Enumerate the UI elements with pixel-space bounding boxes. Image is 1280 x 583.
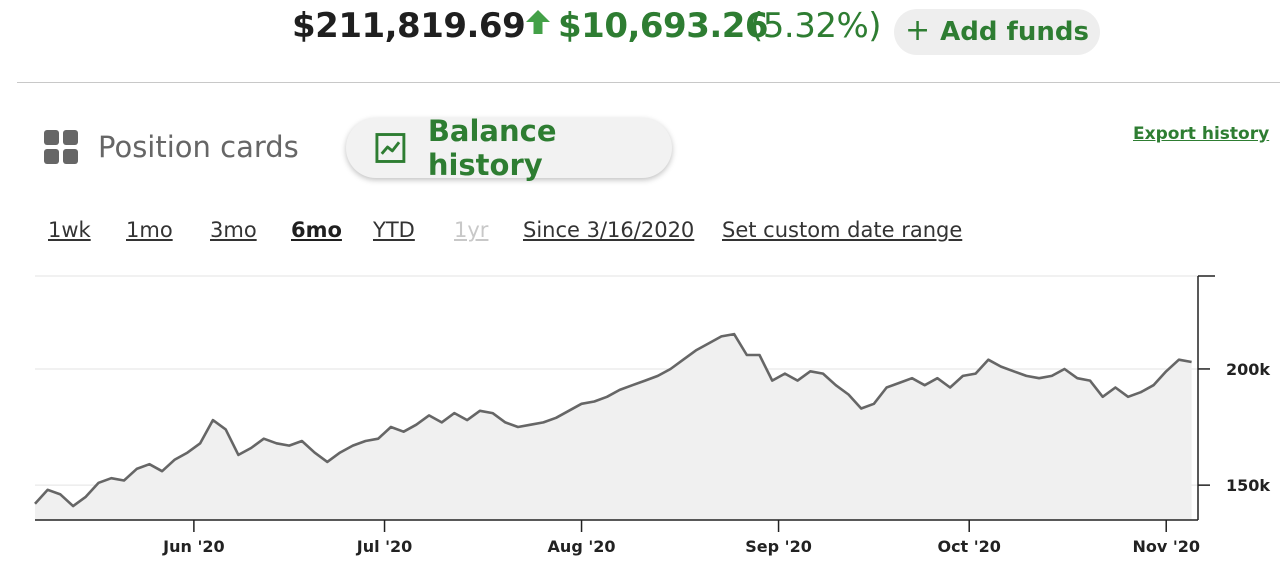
gain-amount: $10,693.26 <box>558 6 769 46</box>
range-1yr: 1yr <box>454 218 489 242</box>
arrow-up-icon <box>526 10 550 34</box>
plus-icon: + <box>905 13 931 48</box>
x-tick-label-5: Nov '20 <box>1132 537 1200 556</box>
balance-chart: 150k 200k Jun '20 Jul '20 Aug '20 Sep '20 Oct … <box>0 270 1280 579</box>
range-1wk[interactable]: 1wk <box>48 218 91 242</box>
y-tick-label-1: 200k <box>1226 360 1270 379</box>
x-tick-label-4: Oct '20 <box>937 537 1000 556</box>
balance-line <box>34 332 1192 508</box>
tab-position-cards-label: Position cards <box>98 130 299 164</box>
balance-chart-svg: 150k 200k Jun '20 Jul '20 Aug '20 Sep '20 Oct … <box>34 275 1270 556</box>
tab-balance-history-label: Balance history <box>427 114 557 182</box>
gain-percent: (5.32%) <box>750 6 882 46</box>
x-tick-label-1: Jul '20 <box>356 537 413 556</box>
range-since-start[interactable]: Since 3/16/2020 <box>523 218 695 242</box>
x-tick-label-0: Jun '20 <box>162 537 224 556</box>
balance-header: $211,819.69 $10,693.26 (5.32%) + Add fun… <box>0 0 1280 64</box>
x-tick-label-3: Sep '20 <box>745 537 812 556</box>
range-1mo[interactable]: 1mo <box>126 218 173 242</box>
total-balance: $211,819.69 <box>292 6 526 46</box>
y-tick-label-0: 150k <box>1226 476 1270 495</box>
export-history-link[interactable]: Export history <box>1133 124 1270 144</box>
range-6mo[interactable]: 6mo <box>291 218 342 242</box>
balance-area <box>35 334 1192 520</box>
view-tabs: Position cards Balance history Export hi… <box>0 110 1280 190</box>
tab-balance-history[interactable]: Balance history <box>346 114 672 182</box>
range-custom[interactable]: Set custom date range <box>722 218 963 242</box>
grid-icon <box>44 130 78 164</box>
range-ytd[interactable]: YTD <box>373 218 415 242</box>
range-3mo[interactable]: 3mo <box>210 218 257 242</box>
header-divider <box>17 82 1280 83</box>
tab-position-cards[interactable]: Position cards <box>44 130 299 164</box>
add-funds-button[interactable]: + Add funds <box>894 9 1100 55</box>
x-tick-label-2: Aug '20 <box>548 537 616 556</box>
line-chart-icon <box>375 133 406 163</box>
add-funds-label: Add funds <box>940 17 1089 47</box>
